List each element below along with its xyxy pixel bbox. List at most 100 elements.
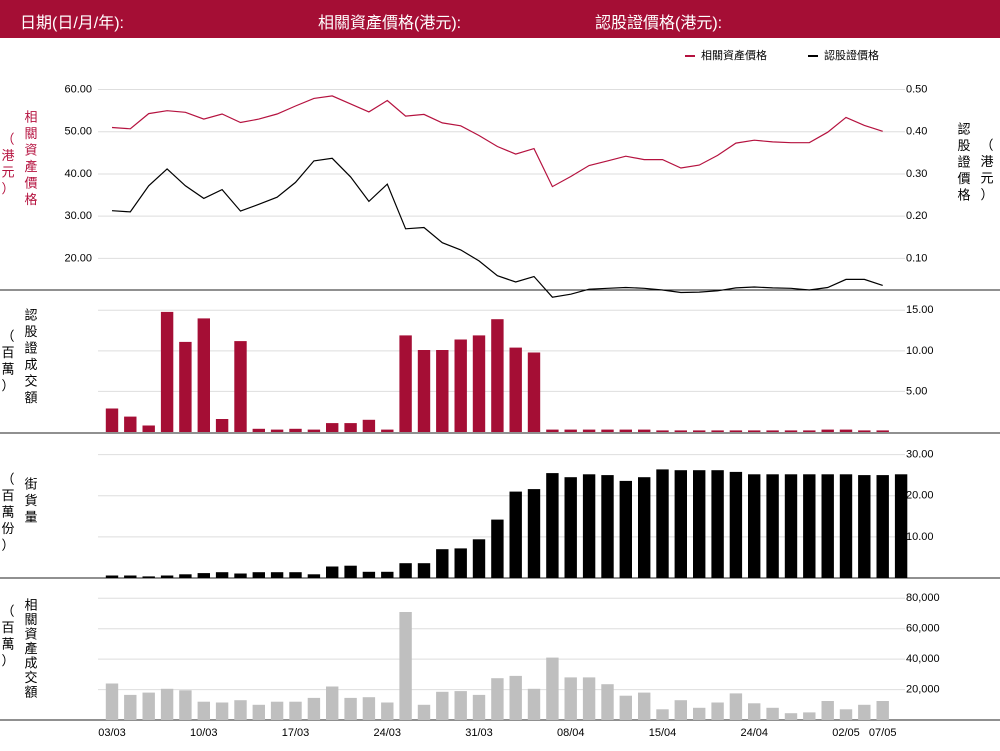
underlying-turnover-bar [858,704,871,720]
right-tick-label: 0.20 [906,210,927,222]
warrant-turnover-bar [784,430,798,432]
left-axis-title: 產 [24,641,37,656]
left-axis-title: 百 [1,488,14,503]
left-tick-label: 50.00 [64,126,92,138]
right-tick-label: 40,000 [906,653,940,665]
left-axis-title: ） [1,653,14,668]
left-axis-title: 貨 [24,493,37,508]
left-axis-title: （ [1,131,14,146]
underlying-turnover-bar [252,704,265,720]
warrant-turnover-bar [472,335,486,432]
right-tick-label: 10.00 [906,345,934,357]
left-axis-title: 額 [24,390,37,405]
warrant-turnover-bar [399,335,412,432]
warrant-turnover-bar [234,341,247,432]
right-axis-title: （ [980,137,993,152]
left-axis-title: 成 [24,655,37,670]
underlying-turnover-bar [729,693,743,720]
left-axis-title: 百 [1,620,14,635]
warrant-turnover-bar [307,429,321,432]
warrant-turnover-bar [527,352,541,432]
underlying-turnover-bar [839,709,853,720]
warrant-turnover-bar [546,429,559,432]
x-tick-label: 17/03 [282,727,310,739]
right-axis-title: 股 [957,138,970,153]
left-axis-title: 關 [24,126,37,141]
left-axis-title: 量 [24,509,37,524]
left-axis-title: ） [1,181,14,196]
outstanding-bar [436,549,449,578]
left-axis-title: （ [1,471,14,486]
outstanding-bar [179,574,192,578]
left-axis-title: 百 [1,345,14,360]
warrant-turnover-bar [326,423,339,432]
outstanding-bar [674,470,687,578]
underlying-turnover-bar [674,700,687,720]
warrant-turnover-bar [289,428,302,432]
underlying-turnover-bar [362,697,376,720]
underlying-turnover-bar [491,678,504,720]
outstanding-bar [656,469,669,578]
outstanding-bar [124,575,137,578]
underlying-turnover-bar [711,702,724,720]
right-axis-title: 元 [980,170,993,185]
outstanding-bar [252,572,265,578]
outstanding-bar [472,539,486,578]
right-tick-label: 10.00 [906,531,934,543]
left-tick-label: 60.00 [64,83,92,95]
warrant-turnover-bar [381,429,394,432]
outstanding-bar [729,471,743,578]
left-axis-title: 認 [24,307,37,322]
x-tick-label: 03/03 [98,727,126,739]
underlying-turnover-bar [160,688,174,720]
right-tick-label: 15.00 [906,304,934,316]
left-axis-title: 價 [24,175,37,190]
left-axis-title: 額 [24,684,37,699]
left-axis-title: 萬 [1,504,14,519]
warrant-turnover-bar [270,429,284,432]
warrant-price-line [111,157,883,298]
underlying-turnover-bar [803,712,816,720]
date-label: 日期(日/月/年): [20,15,124,32]
underlying-turnover-bar [179,690,192,720]
warrant-turnover-bar [142,425,155,432]
x-tick-label: 10/03 [190,727,218,739]
outstanding-bar [142,576,155,578]
outstanding-bar [748,474,761,578]
left-axis-title: （ [1,603,14,618]
warrant-turnover-bar [436,350,449,432]
outstanding-bar [362,571,376,578]
underlying-turnover-bar [105,683,119,720]
outstanding-bar [803,474,816,578]
warrant-price-label: 認股證價格(港元): [595,15,723,32]
left-axis-title: ） [1,378,14,393]
right-tick-label: 5.00 [906,385,927,397]
right-tick-label: 0.50 [906,83,927,95]
underlying-turnover-bar [270,701,284,720]
underlying-turnover-bar [124,694,137,720]
warrant-turnover-bar [619,429,632,432]
warrant-turnover-bar [748,430,761,432]
underlying-turnover-bar [399,612,412,720]
warrant-turnover-bar [564,429,577,432]
left-axis-title: ） [1,537,14,552]
underlying-turnover-bar [307,697,321,720]
right-tick-label: 0.40 [906,126,927,138]
underlying-turnover-bar [601,684,614,720]
warrant-turnover-bar [766,430,779,432]
warrant-turnover-bar [656,430,669,432]
underlying-price-line [111,95,883,188]
left-axis-title: 股 [24,324,37,339]
warrant-turnover-bar [839,429,853,432]
underlying-turnover-bar [546,657,559,720]
outstanding-bar [326,566,339,578]
left-axis-title: （ [1,328,14,343]
left-axis-title: 份 [1,521,14,536]
outstanding-bar [344,565,357,578]
left-axis-title: 資 [24,626,37,641]
outstanding-bar [527,489,541,578]
right-tick-label: 20.00 [906,490,934,502]
outstanding-bar [766,474,779,578]
underlying-turnover-bar [619,695,632,720]
left-axis-title: 關 [24,612,37,627]
